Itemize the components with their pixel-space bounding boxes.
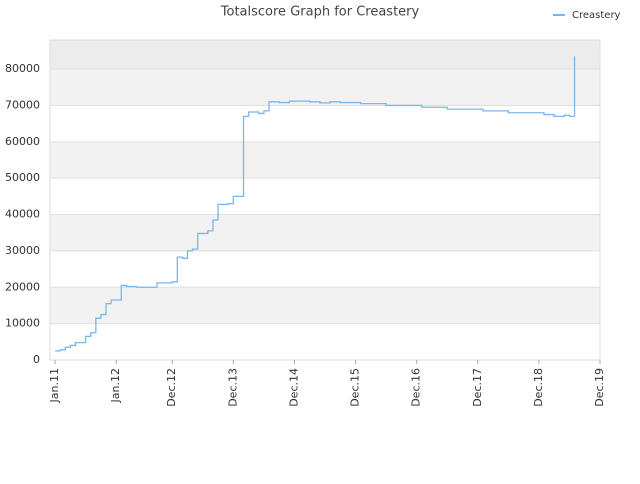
- grid-band: [50, 323, 600, 360]
- x-tick-label: Dec.19: [593, 368, 606, 407]
- y-tick-label: 0: [33, 353, 40, 366]
- line: [55, 56, 576, 352]
- chart-title: Totalscore Graph for Creastery: [220, 5, 420, 20]
- y-tick-label: 50000: [5, 171, 40, 184]
- legend-label: Creastery: [572, 10, 621, 21]
- plot-border: [49, 39, 601, 361]
- y-tick-label: 10000: [5, 317, 40, 330]
- x-tick-label: Dec.14: [287, 368, 300, 407]
- x-tick-label: Jan.11: [48, 368, 61, 403]
- grid-band: [50, 178, 600, 215]
- y-tick-label: 70000: [5, 98, 40, 111]
- y-tick-label: 30000: [5, 244, 40, 257]
- x-tick-label: Dec.12: [165, 368, 178, 407]
- x-tick-label: Dec.15: [349, 368, 362, 407]
- x-tick-label: Dec.17: [471, 368, 484, 407]
- grid-band: [50, 250, 600, 288]
- y-tick-label: 40000: [5, 208, 40, 221]
- x-tick-label: Jan.12: [109, 368, 122, 403]
- x-tick-label: Dec.16: [410, 368, 423, 407]
- x-tick-label: Dec.13: [226, 368, 239, 407]
- y-tick-label: 80000: [5, 62, 40, 75]
- grid-band: [50, 105, 600, 142]
- y-tick-label: 60000: [5, 135, 40, 148]
- grid-band: [50, 214, 600, 251]
- grid-band: [50, 141, 600, 179]
- x-tick-label: Dec.18: [532, 368, 545, 407]
- y-tick-label: 20000: [5, 280, 40, 293]
- grid-band: [50, 287, 600, 324]
- grid-band: [50, 69, 600, 106]
